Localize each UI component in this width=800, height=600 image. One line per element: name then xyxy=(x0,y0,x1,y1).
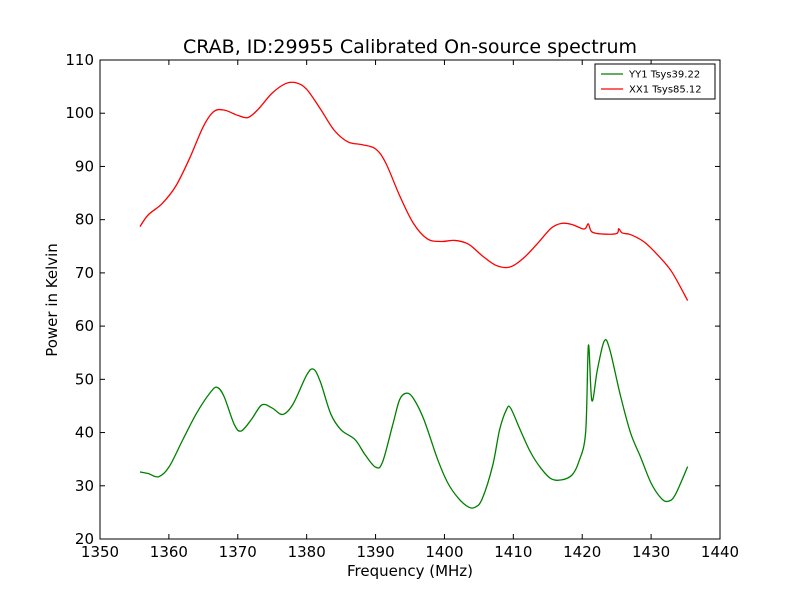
legend-box xyxy=(594,63,716,100)
legend-label-xx1: XX1 Tsys85.12 xyxy=(629,85,702,96)
y-tick-label: 60 xyxy=(75,317,94,335)
plot-frame xyxy=(99,59,721,540)
x-tick-label: 1400 xyxy=(425,543,463,561)
x-tick-label: 1350 xyxy=(81,543,119,561)
y-tick-label: 110 xyxy=(65,51,94,69)
y-tick-label: 30 xyxy=(75,477,94,495)
series-line-xx1 xyxy=(139,81,689,301)
y-tick-label: 50 xyxy=(75,370,94,388)
x-tick-label: 1380 xyxy=(288,543,326,561)
y-axis-label: Power in Kelvin xyxy=(43,243,61,357)
plot-area: 1350 1360 1370 1380 1390 1400 1410 1420 1430 1440… xyxy=(65,51,739,561)
legend-label-yy1: YY1 Tsys39.22 xyxy=(628,70,700,81)
chart-title: CRAB, ID:29955 Calibrated On-source spec… xyxy=(183,36,637,58)
y-tick-label: 40 xyxy=(75,424,94,442)
y-tick-label: 20 xyxy=(75,530,94,548)
series-layer xyxy=(139,81,689,509)
x-tick-label: 1430 xyxy=(632,543,670,561)
x-tick-label: 1440 xyxy=(701,543,739,561)
y-tick-label: 90 xyxy=(75,157,94,175)
x-tick-label: 1410 xyxy=(494,543,532,561)
legend: YY1 Tsys39.22 XX1 Tsys85.12 xyxy=(594,63,716,100)
y-tick-label: 100 xyxy=(65,104,94,122)
y-tick-label: 70 xyxy=(75,264,94,282)
x-tick-label: 1390 xyxy=(356,543,394,561)
x-axis-label: Frequency (MHz) xyxy=(347,562,473,580)
x-axis: 1350 1360 1370 1380 1390 1400 1410 1420 1430 1440 xyxy=(81,60,739,561)
x-tick-label: 1370 xyxy=(219,543,257,561)
series-line-yy1 xyxy=(139,339,689,509)
x-tick-label: 1420 xyxy=(563,543,601,561)
y-tick-label: 80 xyxy=(75,211,94,229)
x-tick-label: 1360 xyxy=(150,543,188,561)
y-axis: 20 30 40 50 60 70 80 90 100 110 xyxy=(65,51,720,548)
